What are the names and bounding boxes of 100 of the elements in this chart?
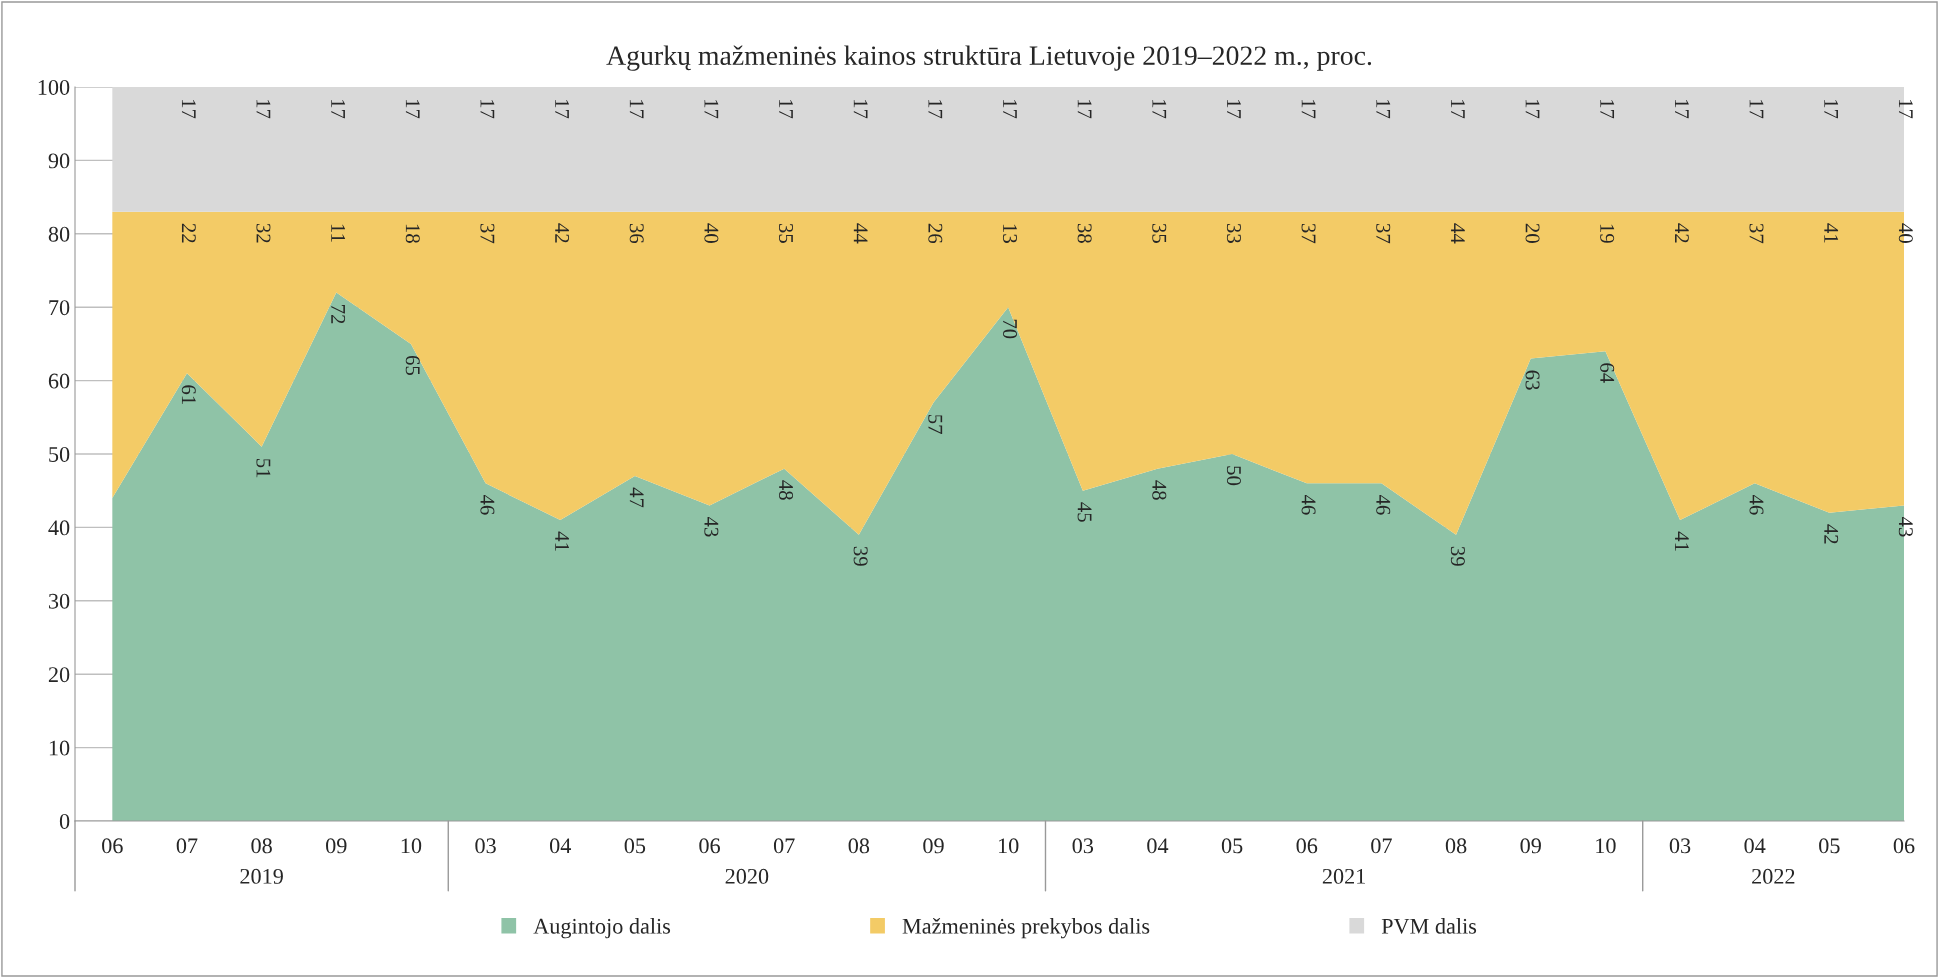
data-label: 35: [778, 223, 793, 243]
data-label: 26: [928, 223, 943, 244]
data-label: 47: [629, 487, 644, 508]
data-label: 38: [1077, 223, 1092, 243]
y-tick-label: 90: [48, 153, 70, 169]
y-tick-label: 100: [38, 79, 70, 95]
y-tick-label: 0: [59, 813, 70, 829]
x-tick-label: 03: [1669, 838, 1691, 854]
data-label: 36: [629, 223, 644, 244]
data-label: 42: [1824, 524, 1839, 544]
data-label: 64: [1600, 363, 1615, 383]
y-tick-label: 70: [49, 300, 70, 316]
x-tick-label: 05: [1819, 838, 1840, 854]
legend-label: Augintojo dalis: [533, 918, 671, 939]
text: 2019: [240, 868, 283, 884]
y-tick-label: 60: [48, 373, 70, 389]
text: 2021: [1322, 868, 1365, 884]
data-label: 43: [1898, 516, 1913, 537]
data-label: 46: [480, 494, 495, 515]
x-tick-label: 03: [1072, 838, 1094, 854]
x-tick-label: 10: [999, 838, 1019, 854]
y-tick-label: 80: [48, 226, 70, 242]
data-label: 17: [1824, 99, 1839, 119]
x-tick-label: 08: [251, 838, 272, 854]
data-label: 39: [1450, 546, 1465, 566]
data-label: 37: [1376, 223, 1391, 244]
legend-label: Mažmeninės prekybos dalis: [902, 918, 1150, 939]
x-tick-label: 03: [475, 838, 496, 854]
data-label: 40: [704, 223, 719, 243]
data-label: 63: [1525, 370, 1540, 390]
x-tick-label: 09: [326, 838, 347, 854]
data-label: 17: [1227, 99, 1241, 119]
x-tick-label: 05: [624, 838, 646, 854]
y-tick-label: 50: [49, 446, 70, 462]
data-label: 42: [555, 223, 570, 243]
data-label: 37: [1749, 223, 1764, 244]
data-label: 18: [405, 224, 420, 243]
x-tick-label: 09: [923, 838, 944, 854]
data-label: 72: [331, 305, 346, 324]
data-label: 46: [1376, 494, 1391, 515]
data-label: 37: [1301, 223, 1316, 244]
data-label: 45: [1077, 502, 1092, 522]
data-label: 46: [1749, 494, 1764, 515]
data-label: 17: [1525, 99, 1540, 119]
data-label: 17: [928, 99, 943, 119]
data-label: 17: [1749, 99, 1764, 119]
x-tick-label: 10: [401, 838, 422, 854]
data-label: 32: [256, 223, 271, 243]
data-label: 17: [629, 99, 644, 119]
data-label: 41: [1675, 531, 1689, 551]
data-label: 17: [853, 99, 868, 119]
data-label: 11: [331, 224, 346, 242]
x-tick-label: 06: [102, 838, 123, 854]
data-label: 17: [1451, 99, 1465, 119]
data-label: 37: [480, 223, 495, 244]
data-label: 17: [1600, 99, 1615, 119]
data-label: 48: [778, 480, 794, 500]
data-label: 33: [1226, 223, 1241, 243]
x-tick-label: 04: [549, 838, 572, 854]
data-label: 20: [1525, 223, 1540, 243]
data-label: 13: [1002, 224, 1017, 243]
data-label: 17: [1301, 99, 1316, 119]
data-label: 39: [853, 546, 868, 566]
chart-title: Agurkų mažmeninės kainos struktūra Lietuvoje 2019–2022 m., proc.: [606, 45, 1372, 71]
data-label: 44: [853, 223, 868, 244]
data-label: 17: [1376, 99, 1391, 119]
data-label: 61: [181, 385, 196, 404]
data-label: 17: [181, 99, 196, 119]
data-label: 40: [1898, 223, 1913, 243]
data-label: 41: [1824, 223, 1839, 243]
data-label: 70: [1002, 319, 1018, 339]
data-label: 57: [928, 414, 943, 434]
data-label: 17: [256, 99, 271, 119]
y-tick-label: 30: [48, 593, 70, 609]
data-label: 17: [331, 99, 346, 119]
x-tick-label: 06: [1893, 838, 1915, 854]
data-label: 17: [1003, 99, 1017, 119]
data-label: 17: [555, 99, 569, 119]
text: 2020: [725, 868, 769, 884]
x-tick-label: 07: [1371, 838, 1392, 854]
x-tick-label: 05: [1221, 838, 1243, 854]
x-tick-label: 04: [1744, 838, 1766, 854]
legend-label: PVM dalis: [1381, 918, 1477, 934]
x-tick-label: 07: [176, 838, 198, 854]
data-label: 46: [1301, 494, 1316, 515]
data-label: 41: [555, 531, 569, 551]
data-label: 17: [1675, 99, 1689, 119]
data-label: 17: [1152, 99, 1167, 119]
text: 2022: [1752, 868, 1795, 884]
data-label: 48: [1152, 480, 1167, 500]
data-label: 17: [704, 99, 719, 119]
data-label: 43: [704, 516, 719, 537]
x-tick-label: 08: [1445, 838, 1467, 854]
data-label: 17: [480, 99, 495, 119]
data-label: 17: [1077, 99, 1092, 119]
data-label: 42: [1675, 223, 1689, 243]
y-tick-label: 20: [48, 667, 70, 683]
x-tick-label: 04: [1147, 838, 1169, 854]
data-label: 17: [779, 99, 793, 119]
x-tick-label: 07: [773, 838, 795, 854]
